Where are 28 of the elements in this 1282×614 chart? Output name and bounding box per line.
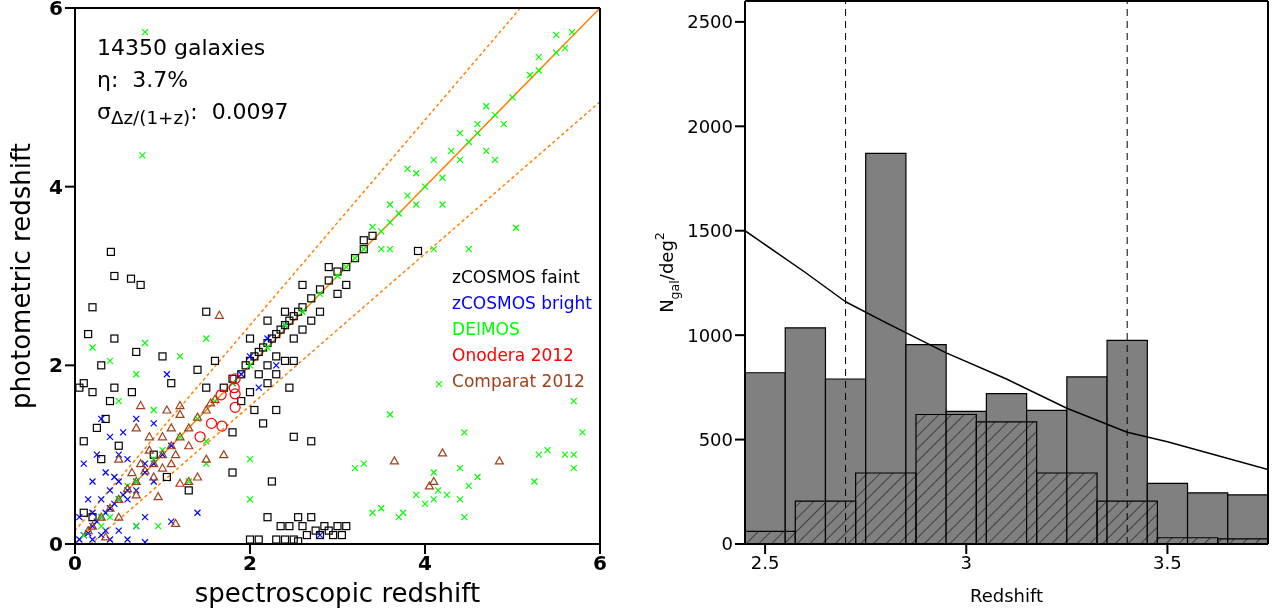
x-tick-label: 4 xyxy=(418,551,432,576)
series-label: zCOSMOS faint xyxy=(452,266,581,289)
x-tick-label: 2.5 xyxy=(750,551,780,573)
y-tick-label: 2500 xyxy=(687,11,733,33)
x-axis-title: Redshift xyxy=(969,585,1044,606)
y-tick-label: 500 xyxy=(698,428,733,450)
text: DEIMOS xyxy=(452,318,521,341)
y-tick-label: 0 xyxy=(49,532,63,557)
text: Onodera 2012 xyxy=(452,344,575,367)
x-axis-title: spectroscopic redshift xyxy=(194,578,481,608)
x-tick-label: 6 xyxy=(593,551,607,576)
x-tick-label: 3 xyxy=(960,551,972,573)
annotation: η: 3.7% xyxy=(97,66,190,94)
y-tick-label: 6 xyxy=(49,0,63,21)
y-axis-title: photometric redshift xyxy=(5,143,36,409)
y-tick-label: 1500 xyxy=(687,220,733,242)
text: zCOSMOS bright xyxy=(452,292,592,315)
y-tick-label: 4 xyxy=(49,174,63,199)
text: Comparat 2012 xyxy=(452,370,586,393)
x-tick-label: 3.5 xyxy=(1153,551,1182,573)
x-tick-label: 2 xyxy=(243,551,257,576)
y-tick-label: 0 xyxy=(721,533,733,555)
y-tick-label: 2 xyxy=(49,353,63,378)
annotation: σ$_{Δz/(1+z)}$: 0.0097 xyxy=(97,98,289,131)
x-tick-label: 0 xyxy=(68,551,82,576)
y-tick-label: 1000 xyxy=(687,324,733,346)
annotation: 14350 galaxies xyxy=(97,34,267,62)
y-tick-label: 2000 xyxy=(687,115,733,137)
